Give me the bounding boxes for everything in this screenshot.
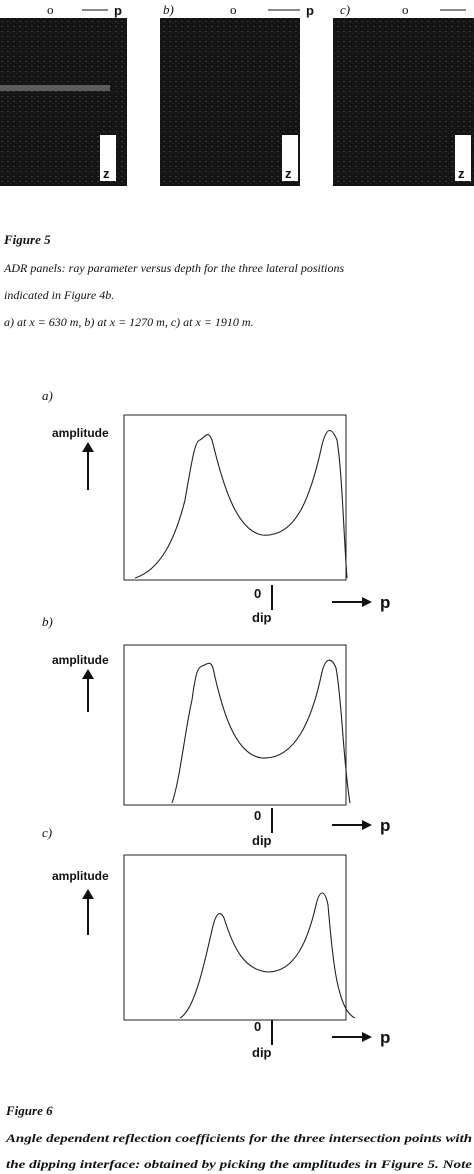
arrow-head [82,669,94,679]
arrow-head [362,597,372,607]
caption-line: indicated in Figure 4b. [4,288,114,302]
z-box [455,135,471,181]
event [0,85,110,91]
plot-frame [123,414,347,581]
panel-label: b) [42,614,53,629]
arrow-head [362,1032,372,1042]
dip-label: dip [252,610,272,625]
x-label: p [380,593,390,612]
panel-label: c) [42,825,52,840]
amplitude-plot-a: a) amplitude 0 dip p [42,388,390,625]
amplitude-plot-c: c) amplitude 0 dip p [42,825,390,1060]
x-label: p [380,1028,390,1047]
z-label: z [458,166,465,181]
y-label: amplitude [52,653,109,667]
origin-label: 0 [254,1019,261,1034]
origin-label: 0 [254,586,261,601]
caption-title: Figure 5 [3,232,51,247]
z-label: z [285,166,292,181]
dip-label: dip [252,1045,272,1060]
arrow-head [362,820,372,830]
origin-label: o [47,2,54,17]
panel-label: c) [340,2,350,17]
amplitude-curve [134,429,348,579]
origin-label: o [402,2,409,17]
plot-frame [123,644,347,806]
adr-panel-b: b) o p z [160,2,314,186]
y-label: amplitude [52,426,109,440]
caption-line: Angle dependent reflection coefficients … [5,1133,472,1145]
adr-panel-c: c) o z [333,2,474,186]
arrow-head [82,889,94,899]
dip-label: dip [252,833,272,848]
panel-image [160,18,300,186]
panel-label: a) [42,388,53,403]
y-label: amplitude [52,869,109,883]
origin-label: 0 [254,808,261,823]
adr-panel-a: o p z [0,2,127,186]
z-box [282,135,298,181]
panel-image [333,18,474,186]
z-box [100,135,116,181]
amplitude-curve [179,892,356,1019]
x-label: p [380,816,390,835]
p-label: p [114,3,122,18]
origin-label: o [230,2,237,17]
z-label: z [103,166,110,181]
arrow-head [82,442,94,452]
p-label: p [306,3,314,18]
caption-title: Figure 6 [5,1103,53,1118]
amplitude-curve [171,659,351,804]
caption-line: the dipping interface: obtained by picki… [6,1159,472,1171]
plot-frame [123,854,347,1021]
panel-label: b) [163,2,174,17]
caption-line: ADR panels: ray parameter versus depth f… [3,261,345,275]
caption-line: a) at x = 630 m, b) at x = 1270 m, c) at… [4,315,254,329]
amplitude-plot-b: b) amplitude 0 dip p [42,614,390,848]
